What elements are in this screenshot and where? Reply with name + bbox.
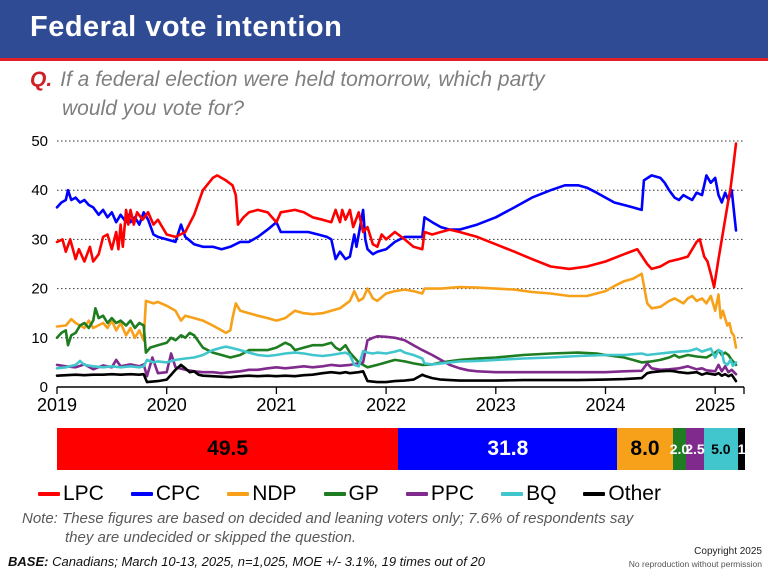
note: Note: These figures are based on decided… [22,509,633,547]
copyright-line-2: No reproduction without permission [628,558,762,569]
legend-dash-icon [130,492,153,496]
bar-segment-bq: 5.0 [703,428,739,470]
bar-value-label-gp: 2.0 [669,441,690,457]
bar-value-label-lpc: 49.5 [207,437,249,460]
x-tick-label-2021: 2021 [256,395,296,415]
legend-item-bq: BQ [501,482,556,506]
series-line-ppc [55,335,738,378]
legend-label: PPC [430,482,475,505]
legend-item-ppc: PPC [405,482,475,506]
series-line-other [55,363,738,384]
legend-dash-icon [583,492,606,496]
legend-dash-icon [227,492,250,496]
legend-label: CPC [155,482,201,505]
question-text-2: would you vote for? [62,96,245,120]
bar-value-label-other: 1 [737,441,746,457]
x-tick-label-2020: 2020 [147,395,187,415]
y-tick-label-30: 30 [31,231,48,248]
legend-dash-icon [405,492,428,496]
note-label: Note: [22,510,58,527]
bar-value-label-bq: 5.0 [711,441,731,457]
bar-value-label-ndp: 8.0 [630,437,660,460]
legend-dash-icon [38,492,60,496]
legend-label: Other [608,482,661,505]
base-text: Canadians; March 10-13, 2025, n=1,025, M… [52,554,485,569]
title-bar: Federal vote intention [0,0,768,58]
x-tick-label-2024: 2024 [585,395,625,415]
series-line-bq [55,345,738,370]
note-line-1: These figures are based on decided and l… [62,510,634,527]
base-label: BASE: [8,554,49,569]
series-line-ndp [55,272,738,349]
x-tick-label-2019: 2019 [37,395,77,415]
current-results-stacked-bar: 49.5 31.8 8.0 2.0 2.5 5.0 1 [57,428,745,470]
legend-item-gp: GP [323,482,379,506]
x-tick-label-2023: 2023 [476,395,516,415]
note-line-2: they are undecided or skipped the questi… [65,529,357,547]
legend-dash-icon [501,492,524,496]
legend-item-lpc: LPC [38,482,104,506]
question-text-1: If a federal election were held tomorrow… [60,68,545,91]
bar-segment-ndp: 8.0 [617,428,673,470]
bar-segment-gp: 2.0 [669,428,690,470]
page-title: Federal vote intention [30,11,343,43]
bar-value-label-ppc: 2.5 [685,441,705,457]
series-line-lpc [55,142,738,289]
base-line: BASE: Canadians; March 10-13, 2025, n=1,… [8,554,485,569]
question-block: Q. If a federal election were held tomorr… [30,66,730,124]
y-tick-label-40: 40 [31,182,48,199]
y-tick-label-10: 10 [31,330,48,347]
question-line-1: Q. If a federal election were held tomorr… [30,66,730,95]
y-tick-label-50: 50 [31,133,48,150]
series-line-gp [55,307,738,369]
legend-label: GP [348,482,379,505]
chart-legend: LPC CPC NDP GP PPC BQ Other [38,482,661,506]
copyright: Copyright 2025 No reproduction without p… [629,546,762,569]
bar-segment-ppc: 2.5 [685,428,705,470]
legend-item-other: Other [583,482,661,506]
x-tick-label-2022: 2022 [366,395,406,415]
copyright-line-1: Copyright 2025 [694,546,762,557]
bar-segment-lpc: 49.5 [57,428,399,470]
legend-dash-icon [323,492,346,496]
question-prefix: Q. [30,68,53,91]
legend-label: BQ [526,482,557,505]
bar-segment-other: 1 [738,428,745,470]
legend-item-cpc: CPC [130,482,201,506]
bar-segment-cpc: 31.8 [398,428,618,470]
bar-value-label-cpc: 31.8 [487,437,529,460]
x-tick-label-2025: 2025 [695,395,735,415]
y-tick-label-20: 20 [31,281,48,298]
vote-intention-line-chart: 0 10 20 30 40 50 2019 2020 2021 2022 2023 2024 2025 [31,133,745,415]
y-tick-label-0: 0 [40,379,48,396]
header-rule [0,58,768,61]
legend-item-ndp: NDP [227,482,297,506]
legend-label: LPC [63,482,104,505]
legend-label: NDP [252,482,297,505]
series-line-cpc [55,174,738,261]
